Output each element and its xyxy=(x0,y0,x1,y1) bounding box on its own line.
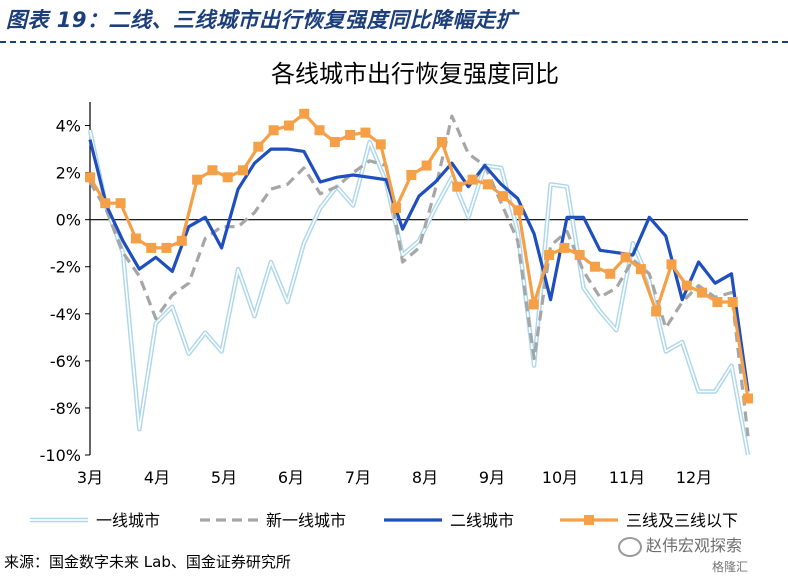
series-point xyxy=(375,139,386,150)
y-tick-label: -8% xyxy=(50,399,81,418)
logo-text: 格隆汇 xyxy=(712,560,749,574)
series-point xyxy=(482,179,493,190)
series-point xyxy=(498,191,509,202)
watermark-text: 赵伟宏观探索 xyxy=(646,536,743,555)
legend-marker xyxy=(584,515,594,525)
series-point xyxy=(559,242,570,253)
x-tick-label: 4月 xyxy=(144,468,170,487)
series-point xyxy=(421,160,432,171)
x-tick-label: 5月 xyxy=(211,468,237,487)
y-tick-label: -2% xyxy=(50,258,81,277)
series-point xyxy=(712,297,723,308)
series-point xyxy=(222,172,233,183)
figure-label: 图表 19：二线、三线城市出行恢复强度同比降幅走扩 xyxy=(6,8,518,32)
series-point xyxy=(666,259,677,270)
series-point xyxy=(697,287,708,298)
series-point xyxy=(406,169,417,180)
series-point xyxy=(85,172,95,183)
chart-axes: 4% 2% 0% -2% -4% -6% -8% -10% 3月 4月 5月 6月 7月 8月 9月 10月 1… xyxy=(40,102,748,487)
series-point xyxy=(329,137,340,148)
series-point xyxy=(283,120,294,131)
x-tick-label: 6月 xyxy=(278,468,304,487)
series-dashed xyxy=(88,114,750,437)
series-point xyxy=(620,252,631,263)
series-point xyxy=(743,393,753,404)
watermark: 赵伟宏观探索 xyxy=(618,532,742,557)
series-point xyxy=(589,261,600,272)
series-point xyxy=(299,108,310,119)
source-note: 来源：国金数字未来 Lab、国金证券研究所 xyxy=(4,553,291,571)
series-point xyxy=(130,233,141,244)
series-point xyxy=(207,165,218,176)
series-point xyxy=(161,242,172,253)
series-point xyxy=(513,205,524,216)
series-point xyxy=(238,165,249,176)
x-tick-label: 11月 xyxy=(609,468,645,487)
series-point xyxy=(146,242,157,253)
series-point xyxy=(192,174,203,185)
x-tick-label: 12月 xyxy=(676,468,712,487)
y-tick-label: -6% xyxy=(50,352,81,371)
legend-item: 一线城市 xyxy=(30,511,160,530)
series-point xyxy=(100,198,111,209)
y-tick-label: 0% xyxy=(56,211,81,230)
legend-item: 三线及三线以下 xyxy=(560,511,738,530)
series-line xyxy=(88,139,750,392)
series-point xyxy=(176,235,187,246)
legend-item: 二线城市 xyxy=(384,511,514,530)
series-line-core xyxy=(89,130,749,456)
series-point xyxy=(574,249,585,260)
series-point xyxy=(635,264,646,275)
series-point xyxy=(544,249,555,260)
y-tick-label: -10% xyxy=(40,446,81,465)
legend-label: 三线及三线以下 xyxy=(626,511,738,530)
series-point xyxy=(436,137,447,148)
y-tick-label: -4% xyxy=(50,305,81,324)
legend-label: 新一线城市 xyxy=(266,511,346,530)
series-point xyxy=(115,198,126,209)
series-point xyxy=(345,129,356,140)
line-chart: 各线城市出行恢复强度同比 4% 2% 0% -2% -4% -6% -8% -10% 3月 4月 5… xyxy=(30,60,753,530)
series-point xyxy=(727,297,738,308)
series-point xyxy=(268,125,279,136)
x-tick-label: 7月 xyxy=(345,468,371,487)
chart-legend: 一线城市 新一线城市 二线城市 三线及三线以下 xyxy=(30,511,738,530)
series-point xyxy=(651,306,662,317)
legend-label: 一线城市 xyxy=(96,511,160,530)
series-point xyxy=(391,202,402,213)
title-divider xyxy=(0,41,788,43)
series-point xyxy=(528,299,539,310)
series-point xyxy=(452,181,463,192)
series-point xyxy=(605,268,616,279)
x-tick-label: 10月 xyxy=(542,468,578,487)
series-point xyxy=(314,125,325,136)
series-point xyxy=(467,174,478,185)
series-point xyxy=(253,141,264,152)
series-point xyxy=(360,127,371,138)
legend-label: 二线城市 xyxy=(450,511,514,530)
x-tick-label: 9月 xyxy=(479,468,505,487)
series-line xyxy=(88,114,750,437)
x-tick-label: 8月 xyxy=(412,468,438,487)
y-tick-label: 2% xyxy=(56,164,81,183)
wechat-icon xyxy=(618,536,642,557)
y-tick-label: 4% xyxy=(56,117,81,136)
x-tick-label: 3月 xyxy=(77,468,103,487)
chart-title: 各线城市出行恢复强度同比 xyxy=(271,60,559,88)
chart-series xyxy=(85,108,753,456)
series-solid-square-markers xyxy=(85,108,753,404)
series-point xyxy=(681,280,692,291)
series-solid xyxy=(88,139,750,392)
series-double-light xyxy=(87,129,751,456)
legend-item: 新一线城市 xyxy=(200,511,346,530)
